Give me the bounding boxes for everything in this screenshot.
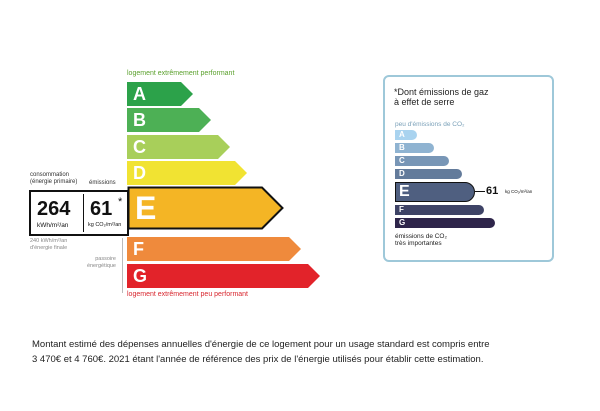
dpe-class-e: E [127, 186, 284, 230]
emissions-unit: kg CO₂/m²/an [88, 222, 122, 228]
consumption-header: consommation (énergie primaire) [30, 172, 77, 186]
dpe-class-f: F [127, 237, 301, 261]
box-divider [83, 194, 84, 232]
dpe-class-letter: B [133, 110, 146, 130]
cost-estimate-line2: 3 470€ et 4 760€. 2021 étant l'année de … [32, 354, 484, 365]
co2-class-b: B [395, 143, 434, 153]
dpe-class-g: G [127, 264, 320, 288]
co2-class-d: D [395, 169, 462, 179]
co2-unit: kg CO₂/m²/an [505, 189, 533, 194]
bottom-performance-label: logement extrêmement peu performant [127, 291, 249, 298]
co2-high-label: émissions de CO₂ très importantes [395, 233, 447, 247]
dpe-class-letter: G [133, 266, 148, 286]
co2-high-line1: émissions de CO₂ [395, 233, 448, 240]
co2-panel: *Dont émissions de gaz à effet de serre … [383, 75, 554, 262]
dpe-class-c: C [127, 135, 230, 159]
co2-class-g: G [395, 218, 495, 228]
dpe-class-b: B [127, 108, 211, 132]
passoire-divider [122, 238, 123, 293]
top-performance-label: logement extrêmement performant [127, 70, 235, 77]
co2-class-letter: D [399, 169, 405, 178]
dpe-class-letter: D [133, 163, 146, 183]
co2-low-label: peu d'émissions de CO₂ [395, 121, 465, 128]
co2-class-e: E [395, 182, 475, 202]
final-energy-line2: d'énergie finale [30, 245, 68, 251]
co2-class-letter: A [399, 130, 405, 139]
co2-title: *Dont émissions de gaz à effet de serre [394, 87, 544, 107]
consumption-header-line1: consommation [30, 172, 70, 178]
co2-value: 61 [486, 185, 499, 197]
co2-class-letter: B [399, 143, 405, 152]
passoire-line1: passoire [95, 256, 116, 262]
co2-high-line2: très importantes [395, 240, 442, 247]
dpe-class-letter: A [133, 84, 146, 104]
co2-value-connector [475, 191, 485, 192]
co2-class-f: F [395, 205, 484, 215]
co2-title-line2: à effet de serre [394, 97, 455, 107]
dpe-class-letter: E [135, 190, 157, 226]
dpe-class-letter: C [133, 137, 146, 157]
current-values-box: 264 kWh/m²/an 61 * kg CO₂/m²/an [29, 190, 129, 236]
co2-class-letter: F [399, 205, 404, 214]
co2-title-line1: *Dont émissions de gaz [394, 87, 489, 97]
consumption-value: 264 [37, 198, 71, 220]
co2-class-a: A [395, 130, 417, 140]
emissions-header: émissions [89, 180, 116, 186]
passoire-label: passoire énergétique [78, 256, 116, 270]
emissions-value: 61 [90, 198, 113, 220]
co2-class-letter: C [399, 156, 405, 165]
cost-estimate-text: Montant estimé des dépenses annuelles d'… [32, 337, 572, 367]
dpe-class-d: D [127, 161, 247, 185]
passoire-line2: énergétique [86, 263, 116, 269]
emissions-star: * [118, 196, 123, 208]
final-energy-line1: 240 kWh/m²/an [30, 238, 68, 244]
consumption-header-line2: (énergie primaire) [30, 179, 78, 185]
dpe-class-letter: F [133, 239, 144, 259]
co2-class-letter: E [399, 183, 410, 200]
final-energy-note: 240 kWh/m²/an d'énergie finale [30, 238, 67, 252]
consumption-unit: kWh/m²/an [37, 222, 69, 229]
co2-class-c: C [395, 156, 449, 166]
co2-class-letter: G [399, 218, 406, 227]
dpe-class-a: A [127, 82, 193, 106]
cost-estimate-line1: Montant estimé des dépenses annuelles d'… [32, 339, 490, 350]
